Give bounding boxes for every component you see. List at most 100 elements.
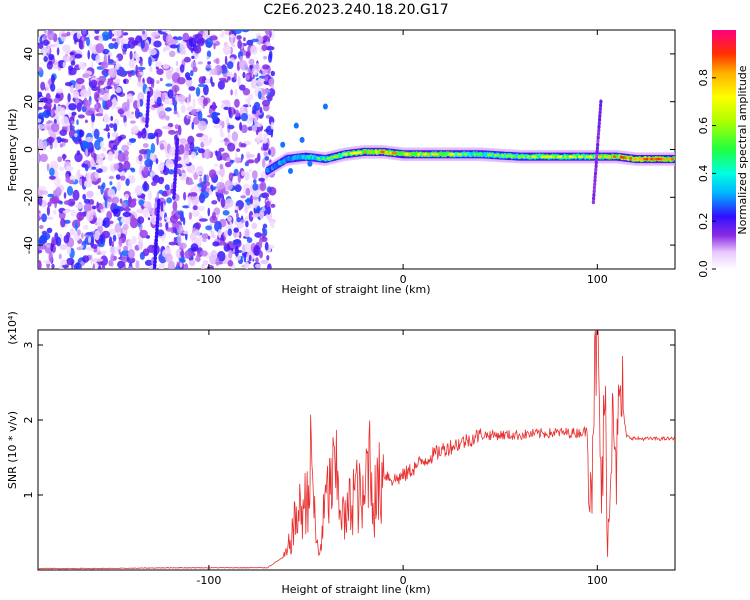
noise-speckle — [187, 197, 192, 209]
noise-streak — [145, 116, 149, 121]
noise-speckle — [125, 178, 130, 186]
noise-speckle — [120, 255, 128, 264]
noise-speckle — [113, 123, 118, 132]
noise-speckle — [197, 148, 205, 154]
noise-speckle — [168, 129, 176, 135]
noise-speckle — [261, 44, 268, 51]
noise-speckle — [98, 107, 104, 115]
noise-speckle — [264, 156, 270, 161]
noise-streak — [155, 230, 159, 236]
noise-speckle — [228, 172, 234, 182]
noise-speckle — [139, 149, 148, 155]
noise-speckle — [48, 175, 56, 180]
noise-speckle — [259, 106, 263, 114]
spread-blob — [596, 135, 600, 140]
noise-speckle — [40, 81, 46, 91]
noise-speckle — [215, 187, 218, 193]
noise-speckle — [97, 84, 101, 93]
noise-speckle — [211, 211, 216, 221]
ridge-peak — [608, 155, 612, 158]
noise-speckle — [211, 111, 218, 121]
x-tick-label: 0 — [400, 574, 407, 587]
noise-streak — [145, 108, 150, 114]
noise-speckle — [221, 64, 226, 71]
noise-speckle — [96, 201, 99, 209]
noise-speckle — [245, 50, 251, 59]
noise-speckle — [234, 116, 242, 120]
noise-speckle — [85, 148, 88, 158]
noise-speckle — [254, 232, 263, 238]
noise-streak — [173, 169, 178, 175]
noise-speckle — [236, 217, 242, 223]
noise-streak — [157, 198, 161, 204]
noise-speckle — [155, 66, 159, 70]
noise-speckle — [231, 131, 239, 142]
noise-speckle — [115, 174, 121, 180]
noise-speckle — [156, 96, 162, 107]
onset-blob — [299, 136, 305, 143]
noise-speckle — [140, 40, 145, 49]
noise-speckle — [226, 61, 234, 70]
noise-streak — [156, 202, 161, 207]
noise-speckle — [103, 128, 111, 132]
noise-speckle — [142, 143, 149, 148]
noise-speckle — [214, 66, 217, 76]
noise-speckle — [175, 94, 179, 102]
noise-speckle — [167, 89, 174, 99]
ridge-peak — [584, 155, 588, 158]
noise-speckle — [107, 132, 110, 139]
noise-speckle — [104, 99, 113, 108]
ridge-peak — [403, 153, 407, 156]
noise-speckle — [109, 67, 117, 78]
noise-speckle — [197, 61, 204, 65]
ridge-peak — [519, 155, 523, 158]
ridge-peak — [321, 157, 325, 161]
ridge-peak — [568, 155, 572, 158]
noise-speckle — [234, 89, 238, 97]
noise-speckle — [142, 207, 149, 218]
noise-speckle — [193, 44, 202, 54]
noise-speckle — [239, 121, 243, 131]
noise-streak — [145, 123, 149, 128]
noise-speckle — [268, 149, 271, 156]
noise-speckle — [241, 30, 250, 33]
ridge-peak — [480, 153, 484, 156]
noise-speckle — [254, 213, 261, 217]
noise-speckle — [62, 264, 69, 269]
noise-speckle — [246, 197, 252, 206]
noise-speckle — [139, 229, 148, 239]
noise-speckle — [164, 184, 170, 191]
noise-speckle — [246, 39, 254, 46]
spread-blob — [594, 164, 598, 169]
snr-plot: -100 0 100 1 2 3 Height of straight line (km)… — [6, 311, 676, 596]
ridge-peak — [494, 153, 498, 157]
noise-speckle — [236, 148, 241, 152]
noise-speckle — [177, 124, 182, 136]
ridge-peak — [643, 157, 647, 161]
noise-speckle — [143, 180, 148, 191]
noise-speckle — [179, 242, 187, 250]
noise-speckle — [215, 57, 220, 65]
noise-speckle — [50, 83, 56, 92]
y-tick-label: 2 — [22, 417, 35, 424]
onset-blob — [293, 122, 299, 129]
ridge-peak — [578, 155, 581, 158]
ridge-peak — [533, 155, 537, 158]
noise-speckle — [94, 171, 99, 179]
ridge-peak — [344, 152, 348, 156]
noise-speckle — [111, 33, 115, 37]
ridge-peak — [456, 153, 460, 156]
noise-speckle — [116, 57, 119, 67]
noise-speckle — [130, 168, 136, 173]
noise-speckle — [165, 45, 170, 51]
noise-speckle — [188, 211, 192, 220]
noise-speckle — [67, 93, 71, 103]
noise-speckle — [230, 89, 233, 96]
noise-speckle — [201, 233, 209, 240]
noise-speckle — [101, 182, 106, 190]
noise-speckle — [38, 186, 47, 191]
noise-speckle — [192, 205, 198, 211]
noise-speckle — [244, 229, 250, 238]
noise-speckle — [189, 259, 196, 267]
ridge-peak — [328, 156, 332, 160]
